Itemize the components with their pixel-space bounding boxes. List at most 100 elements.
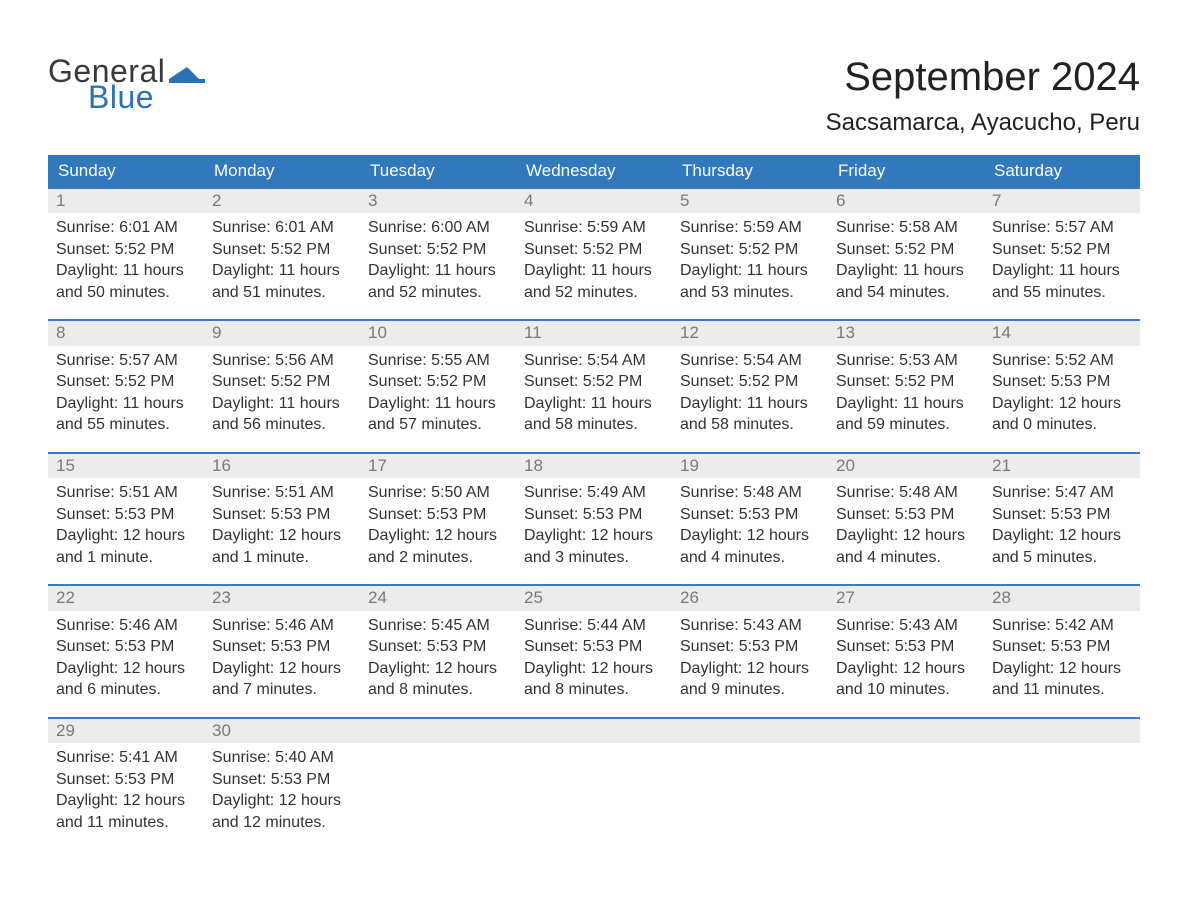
day-number: 27 (828, 586, 984, 610)
calendar-day: 27Sunrise: 5:43 AMSunset: 5:53 PMDayligh… (828, 584, 984, 716)
sunrise-line: Sunrise: 5:54 AM (524, 350, 664, 372)
day-details: Sunrise: 6:00 AMSunset: 5:52 PMDaylight:… (360, 213, 516, 319)
sunset-line: Sunset: 5:52 PM (56, 371, 196, 393)
day-details: Sunrise: 5:48 AMSunset: 5:53 PMDaylight:… (828, 478, 984, 584)
sunset-line: Sunset: 5:52 PM (680, 371, 820, 393)
sunset-line: Sunset: 5:53 PM (524, 504, 664, 526)
daylight-line: Daylight: 12 hours and 5 minutes. (992, 525, 1132, 568)
sunset-line: Sunset: 5:52 PM (524, 239, 664, 261)
sunrise-line: Sunrise: 5:59 AM (680, 217, 820, 239)
sunrise-line: Sunrise: 5:41 AM (56, 747, 196, 769)
day-number: 13 (828, 321, 984, 345)
sunrise-line: Sunrise: 5:51 AM (212, 482, 352, 504)
day-details: Sunrise: 5:46 AMSunset: 5:53 PMDaylight:… (204, 611, 360, 717)
sunrise-line: Sunrise: 5:55 AM (368, 350, 508, 372)
sunrise-line: Sunrise: 5:58 AM (836, 217, 976, 239)
sunrise-line: Sunrise: 5:48 AM (680, 482, 820, 504)
day-number: 5 (672, 189, 828, 213)
flag-icon (169, 61, 205, 83)
day-number: 11 (516, 321, 672, 345)
sunrise-line: Sunrise: 5:48 AM (836, 482, 976, 504)
day-details: Sunrise: 5:50 AMSunset: 5:53 PMDaylight:… (360, 478, 516, 584)
calendar-day: 7Sunrise: 5:57 AMSunset: 5:52 PMDaylight… (984, 187, 1140, 319)
sunset-line: Sunset: 5:53 PM (836, 504, 976, 526)
day-details: Sunrise: 5:40 AMSunset: 5:53 PMDaylight:… (204, 743, 360, 849)
logo-word-blue: Blue (88, 81, 205, 113)
day-details: Sunrise: 5:59 AMSunset: 5:52 PMDaylight:… (672, 213, 828, 319)
sunrise-line: Sunrise: 5:56 AM (212, 350, 352, 372)
day-details: Sunrise: 5:48 AMSunset: 5:53 PMDaylight:… (672, 478, 828, 584)
daylight-line: Daylight: 11 hours and 56 minutes. (212, 393, 352, 436)
calendar-day: 6Sunrise: 5:58 AMSunset: 5:52 PMDaylight… (828, 187, 984, 319)
calendar-week-row: 1Sunrise: 6:01 AMSunset: 5:52 PMDaylight… (48, 187, 1140, 319)
daylight-line: Daylight: 11 hours and 58 minutes. (524, 393, 664, 436)
page-header: General Blue September 2024 Sacsamarca, … (48, 55, 1140, 137)
sunrise-line: Sunrise: 5:47 AM (992, 482, 1132, 504)
day-number: 8 (48, 321, 204, 345)
sunset-line: Sunset: 5:52 PM (836, 371, 976, 393)
sunset-line: Sunset: 5:53 PM (680, 636, 820, 658)
sunset-line: Sunset: 5:52 PM (524, 371, 664, 393)
calendar-day: 8Sunrise: 5:57 AMSunset: 5:52 PMDaylight… (48, 319, 204, 451)
calendar-page: General Blue September 2024 Sacsamarca, … (0, 0, 1188, 897)
calendar-day: 24Sunrise: 5:45 AMSunset: 5:53 PMDayligh… (360, 584, 516, 716)
daylight-line: Daylight: 11 hours and 55 minutes. (56, 393, 196, 436)
calendar-day: 12Sunrise: 5:54 AMSunset: 5:52 PMDayligh… (672, 319, 828, 451)
daylight-line: Daylight: 11 hours and 53 minutes. (680, 260, 820, 303)
day-details: Sunrise: 5:47 AMSunset: 5:53 PMDaylight:… (984, 478, 1140, 584)
day-number-bar (828, 719, 984, 743)
sunrise-line: Sunrise: 5:53 AM (836, 350, 976, 372)
day-number: 6 (828, 189, 984, 213)
day-details: Sunrise: 5:51 AMSunset: 5:53 PMDaylight:… (204, 478, 360, 584)
sunset-line: Sunset: 5:52 PM (992, 239, 1132, 261)
sunset-line: Sunset: 5:52 PM (368, 239, 508, 261)
sunset-line: Sunset: 5:53 PM (524, 636, 664, 658)
day-details: Sunrise: 5:41 AMSunset: 5:53 PMDaylight:… (48, 743, 204, 849)
daylight-line: Daylight: 12 hours and 3 minutes. (524, 525, 664, 568)
daylight-line: Daylight: 12 hours and 9 minutes. (680, 658, 820, 701)
sunrise-line: Sunrise: 6:01 AM (212, 217, 352, 239)
daylight-line: Daylight: 11 hours and 57 minutes. (368, 393, 508, 436)
day-number-bar (672, 719, 828, 743)
daylight-line: Daylight: 12 hours and 1 minute. (56, 525, 196, 568)
sunset-line: Sunset: 5:53 PM (368, 504, 508, 526)
calendar-day: 21Sunrise: 5:47 AMSunset: 5:53 PMDayligh… (984, 452, 1140, 584)
day-number: 3 (360, 189, 516, 213)
sunrise-line: Sunrise: 5:44 AM (524, 615, 664, 637)
calendar-day: 18Sunrise: 5:49 AMSunset: 5:53 PMDayligh… (516, 452, 672, 584)
sunset-line: Sunset: 5:52 PM (212, 371, 352, 393)
day-number: 4 (516, 189, 672, 213)
calendar-day: 4Sunrise: 5:59 AMSunset: 5:52 PMDaylight… (516, 187, 672, 319)
calendar-day: 19Sunrise: 5:48 AMSunset: 5:53 PMDayligh… (672, 452, 828, 584)
sunrise-line: Sunrise: 5:50 AM (368, 482, 508, 504)
calendar-day: 16Sunrise: 5:51 AMSunset: 5:53 PMDayligh… (204, 452, 360, 584)
sunrise-line: Sunrise: 5:46 AM (212, 615, 352, 637)
calendar-week-row: 29Sunrise: 5:41 AMSunset: 5:53 PMDayligh… (48, 717, 1140, 849)
day-details: Sunrise: 5:57 AMSunset: 5:52 PMDaylight:… (984, 213, 1140, 319)
calendar-day: 2Sunrise: 6:01 AMSunset: 5:52 PMDaylight… (204, 187, 360, 319)
daylight-line: Daylight: 12 hours and 8 minutes. (524, 658, 664, 701)
calendar-day-empty (984, 717, 1140, 849)
day-of-week-header: Saturday (984, 155, 1140, 187)
daylight-line: Daylight: 11 hours and 51 minutes. (212, 260, 352, 303)
daylight-line: Daylight: 12 hours and 10 minutes. (836, 658, 976, 701)
calendar-day: 10 Sunrise: 5:55 AMSunset: 5:52 PMDayligh… (360, 319, 516, 451)
day-number: 7 (984, 189, 1140, 213)
day-number: 23 (204, 586, 360, 610)
calendar-week-row: 15Sunrise: 5:51 AMSunset: 5:53 PMDayligh… (48, 452, 1140, 584)
calendar-day: 14Sunrise: 5:52 AMSunset: 5:53 PMDayligh… (984, 319, 1140, 451)
sunset-line: Sunset: 5:53 PM (992, 371, 1132, 393)
day-details: Sunrise: 5:59 AMSunset: 5:52 PMDaylight:… (516, 213, 672, 319)
day-details: Sunrise: 5:46 AMSunset: 5:53 PMDaylight:… (48, 611, 204, 717)
daylight-line: Daylight: 12 hours and 6 minutes. (56, 658, 196, 701)
day-details: Sunrise: 5:54 AMSunset: 5:52 PMDaylight:… (672, 346, 828, 452)
day-number: 12 (672, 321, 828, 345)
sunset-line: Sunset: 5:52 PM (368, 371, 508, 393)
daylight-line: Daylight: 11 hours and 52 minutes. (524, 260, 664, 303)
daylight-line: Daylight: 11 hours and 52 minutes. (368, 260, 508, 303)
month-title: September 2024 (826, 55, 1140, 99)
day-number: 10 (360, 321, 516, 345)
sunrise-line: Sunrise: 5:52 AM (992, 350, 1132, 372)
sunrise-line: Sunrise: 5:46 AM (56, 615, 196, 637)
day-number-bar (516, 719, 672, 743)
